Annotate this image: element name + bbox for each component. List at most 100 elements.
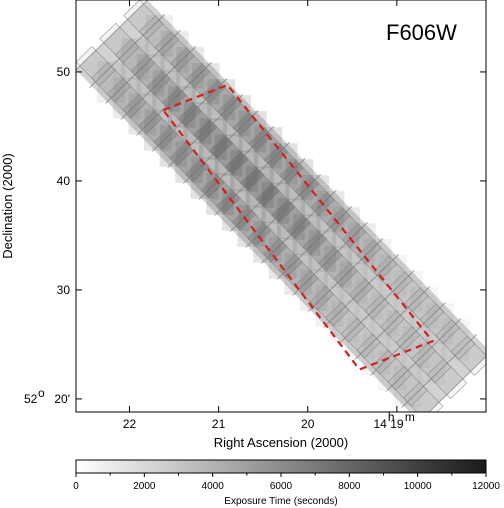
exposure-tile-dither	[394, 270, 423, 313]
exposure-tiles	[76, 0, 486, 412]
exposure-tile	[325, 207, 367, 248]
exposure-tile	[177, 102, 218, 144]
plot-frame	[75, 0, 487, 413]
tile-gap-line	[182, 109, 259, 184]
x-axis-title: Right Ascension (2000)	[214, 435, 348, 450]
exposure-tile-dither	[230, 150, 259, 192]
exposure-tile-dither	[268, 237, 297, 279]
exposure-tile	[184, 157, 225, 199]
tile-gap-line	[276, 205, 353, 280]
exposure-tile-dither	[354, 278, 384, 320]
exposure-tile-dither	[276, 198, 306, 240]
exposure-tile-dither	[238, 110, 267, 153]
exposure-tile-dither	[339, 262, 368, 304]
exposure-tile-dither	[160, 30, 189, 73]
x-tick-hours-sup: h	[388, 410, 395, 424]
exposure-tile	[247, 127, 289, 168]
exposure-tile	[426, 358, 468, 400]
exposure-tile-dither	[97, 61, 126, 103]
tile-gap-line	[89, 13, 166, 88]
exposure-tile-dither	[183, 102, 212, 144]
exposure-tile-dither	[112, 77, 141, 119]
exposure-tile-dither	[152, 70, 181, 112]
exposure-tile	[317, 246, 358, 288]
exposure-tile	[348, 278, 390, 320]
exposure-tile-dither	[253, 126, 283, 169]
exposure-tile-dither	[253, 221, 282, 263]
y-axis: 50 40 30 20' 52 o	[24, 65, 486, 406]
exposure-tile-dither	[175, 141, 204, 183]
exposure-tile	[208, 134, 249, 176]
exposure-tile-dither	[331, 206, 361, 249]
exposure-tile	[340, 317, 381, 359]
exposure-tile	[123, 0, 164, 40]
exposure-tile	[185, 63, 226, 104]
exposure-tile-dither	[144, 14, 174, 57]
exposure-tile	[239, 166, 281, 208]
x-tick-label: 21	[212, 417, 226, 431]
exposure-tile	[99, 22, 140, 64]
y-tick-label: 20'	[54, 392, 70, 406]
exposure-tile	[435, 319, 476, 360]
exposure-tile-dither	[378, 254, 407, 297]
exposure-tile-dither	[308, 230, 337, 272]
exposure-tile-dither	[143, 109, 173, 151]
tile-gap-line	[120, 45, 197, 120]
exposure-tile-dither	[269, 142, 298, 185]
tile-gap-line	[198, 125, 275, 200]
exposure-tile	[263, 143, 304, 184]
colorbar-ticks: 0 2000 4000 6000 8000 10000 12000	[73, 473, 500, 492]
tile-gap-line	[136, 61, 212, 136]
colorbar-tick-label: 4000	[202, 481, 225, 492]
exposure-tile	[403, 287, 445, 328]
exposure-tile	[270, 198, 312, 240]
tile-gap-line	[401, 333, 478, 408]
exposure-tile	[130, 54, 171, 96]
region-outline	[161, 83, 435, 371]
exposure-tile-dither	[136, 54, 165, 96]
exposure-tile	[364, 294, 405, 336]
exposure-tile-dither	[245, 166, 274, 208]
x-tick-label: 19	[390, 417, 404, 431]
exposure-tile	[302, 230, 343, 272]
exposure-tile	[419, 303, 460, 344]
tile-gap-line	[292, 221, 368, 296]
exposure-tile	[91, 61, 132, 103]
exposure-tile-dither	[221, 189, 251, 231]
exposure-tile-dither	[386, 310, 415, 352]
exposure-tile-dither	[393, 365, 422, 407]
tile-gap-line	[370, 301, 446, 376]
tile-gap-line	[260, 189, 337, 264]
tile-gap-line	[354, 285, 431, 360]
exposure-tile	[106, 77, 147, 119]
exposure-tile	[403, 381, 444, 412]
exposure-tile-dither	[120, 38, 150, 80]
exposure-tile	[114, 38, 156, 80]
x-tick-label: 22	[123, 417, 137, 431]
colorbar-title: Exposure Time (seconds)	[224, 496, 337, 507]
colorbar-tick-label: 12000	[472, 481, 500, 492]
exposure-tile-dither	[222, 94, 251, 137]
exposure-tile-dither	[370, 294, 399, 336]
exposure-tile-dither	[425, 302, 454, 345]
exposure-tile	[232, 111, 273, 152]
exposure-tile-dither	[198, 118, 228, 160]
exposure-tile	[279, 159, 320, 200]
exposure-tile	[333, 262, 374, 304]
exposure-tile-dither	[441, 318, 470, 361]
tile-gap-line	[307, 237, 384, 312]
exposure-tile-dither	[190, 157, 219, 199]
exposure-tile-dither	[214, 134, 243, 176]
exposure-tile	[138, 15, 180, 56]
exposure-tile-dither	[292, 214, 321, 256]
exposure-tile-dither	[285, 158, 314, 201]
exposure-tile-dither	[409, 286, 439, 329]
y-axis-title: Declination (2000)	[0, 153, 15, 259]
colorbar-tick-label: 8000	[338, 481, 361, 492]
y-tick-label: 40	[57, 174, 71, 188]
exposure-tile	[357, 239, 398, 280]
y-tick-label: 30	[57, 283, 71, 297]
tile-gap-line	[385, 317, 462, 392]
x-tick-label: 20	[301, 417, 315, 431]
